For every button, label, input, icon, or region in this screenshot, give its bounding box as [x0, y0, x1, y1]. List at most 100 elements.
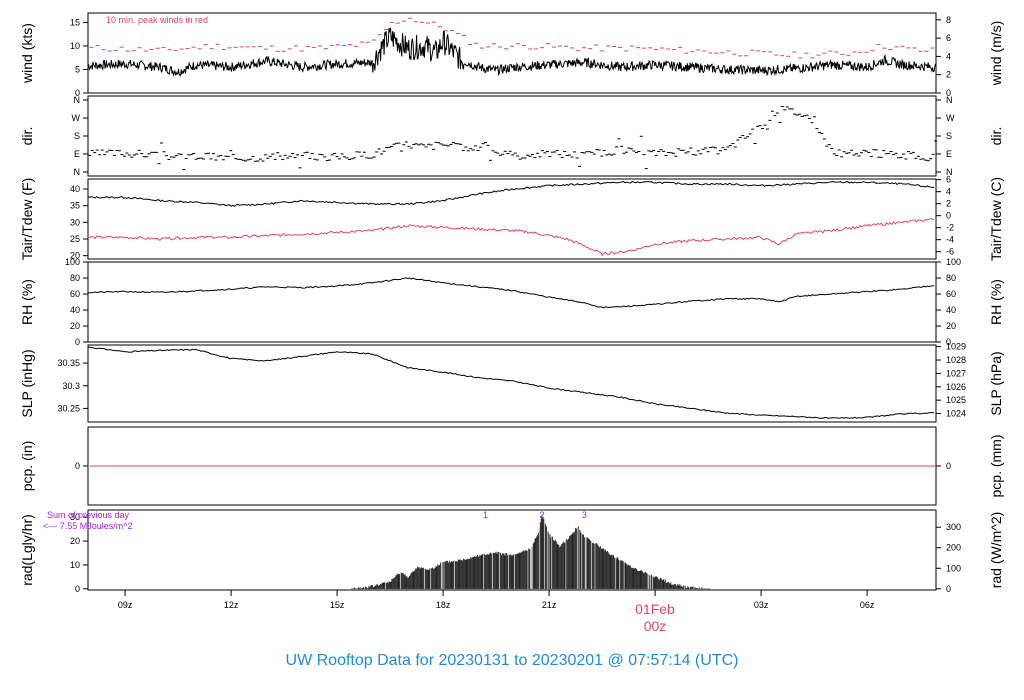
wind-ytick-label-right: 2 — [946, 70, 951, 80]
temp-ytick-label-right: 4 — [946, 187, 951, 197]
dir-ytick-label-right: S — [946, 131, 952, 141]
rh-ytick-label-right: 100 — [946, 257, 961, 267]
date-marker-hour: 00z — [644, 618, 667, 634]
dir-ytick-label-left: W — [72, 113, 81, 123]
air-temperature-line — [87, 180, 935, 207]
time-tick-label: 18z — [436, 600, 451, 610]
rh-ytick-label-left: 60 — [70, 289, 80, 299]
rh-ytick-label-left: 0 — [75, 337, 80, 347]
slp-ytick-label-right: 1025 — [946, 395, 966, 405]
panel-wind: wind (kts) wind (m/s) 0 5 10 15 0 2 4 6 8 10 min. p… — [19, 12, 1004, 98]
pcp-ylabel-right: pcp. (mm) — [988, 435, 1004, 498]
dir-ytick-label-left: E — [74, 149, 80, 159]
pcp-ylabel-left: pcp. (in) — [19, 441, 35, 492]
wind-ytick-label-left: 15 — [70, 17, 80, 27]
rh-ytick-label-left: 40 — [70, 305, 80, 315]
wind-annotation: 10 min. peak winds in red — [106, 15, 208, 25]
temp-ytick-label-left: 25 — [70, 234, 80, 244]
time-tick-label: 06z — [860, 600, 875, 610]
date-marker-day: 01Feb — [635, 601, 675, 617]
wind-ytick-label-left: 10 — [70, 41, 80, 51]
rad-ytick-label-right: 0 — [946, 584, 951, 594]
time-tick-label: 03z — [754, 600, 769, 610]
panel-temp: Tair/Tdew (F) Tair/Tdew (C)2025303540-6-4… — [19, 175, 1004, 261]
wind-ylabel-left: wind (kts) — [19, 23, 35, 84]
radiation-sum-value: <--- 7.55 MJoules/m^2 — [43, 521, 133, 531]
rad-ylabel-left: rad(Lgly/hr) — [19, 514, 35, 586]
wind-ylabel-right: wind (m/s) — [988, 21, 1004, 87]
rad-ytick-label-left: 10 — [70, 560, 80, 570]
pcp-ytick-label-left: 0 — [75, 461, 80, 471]
rad-ytick-label-left: 30 — [70, 512, 80, 522]
radiation-marker-2: 2 — [540, 510, 545, 520]
rh-ytick-label-left: 80 — [70, 273, 80, 283]
dir-frame — [87, 95, 937, 177]
dir-ytick-label-right: N — [946, 95, 953, 105]
temp-ytick-label-right: -2 — [946, 223, 954, 233]
panel-slp: SLP (inHg) SLP (hPa) 30.25 30.3 30.35 1024 102… — [19, 342, 1004, 423]
slp-ytick-label-right: 1027 — [946, 368, 966, 378]
slp-ylabel-right: SLP (hPa) — [988, 351, 1004, 415]
temp-ytick-label-left: 20 — [70, 251, 80, 261]
dir-ytick-label-left: N — [74, 95, 81, 105]
rh-frame — [87, 261, 937, 343]
temp-ytick-label-right: -6 — [946, 247, 954, 257]
slp-ytick-label-left: 30.25 — [57, 403, 80, 413]
radiation-sum-label: Sum of previous day — [47, 510, 130, 520]
temp-ylabel-right: Tair/Tdew (C) — [988, 177, 1004, 261]
rh-ytick-label-right: 40 — [946, 305, 956, 315]
slp-ytick-label-left: 30.35 — [57, 358, 80, 368]
temp-frame — [87, 178, 937, 260]
dir-ytick-label-left: S — [74, 131, 80, 141]
radiation-marker-1: 1 — [483, 510, 488, 520]
dir-ytick-label-right: E — [946, 149, 952, 159]
pcp-ytick-label-right: 0 — [946, 461, 951, 471]
wind-frame — [87, 12, 937, 94]
dir-ylabel-left: dir. — [19, 127, 35, 146]
rad-frame — [87, 509, 937, 591]
slp-ytick-label-right: 1026 — [946, 382, 966, 392]
time-tick-label: 09z — [118, 600, 133, 610]
time-tick-label: 15z — [330, 600, 345, 610]
temp-ytick-label-left: 40 — [70, 184, 80, 194]
temp-ytick-label-right: 2 — [946, 199, 951, 209]
temp-ylabel-left: Tair/Tdew (F) — [19, 178, 35, 260]
time-axis: 09z 12z 15z 18z 21z 03z 06z — [118, 590, 875, 610]
radiation-marker-3: 3 — [582, 510, 587, 520]
pressure-line — [87, 346, 935, 419]
dir-ytick-label-right: N — [946, 167, 953, 177]
temp-ytick-label-right: 6 — [946, 175, 951, 185]
rh-ytick-label-right: 60 — [946, 289, 956, 299]
humidity-line — [87, 277, 935, 309]
wind-ytick-label-left: 5 — [75, 64, 80, 74]
rh-ytick-label-right: 0 — [946, 337, 951, 347]
temp-ytick-label-left: 30 — [70, 217, 80, 227]
slp-ytick-label-right: 1029 — [946, 342, 966, 352]
dir-ylabel-right: dir. — [988, 127, 1004, 146]
footer-title: UW Rooftop Data for 20230131 to 20230201… — [286, 652, 739, 669]
wind-ytick-label-right: 8 — [946, 15, 951, 25]
time-tick-label: 21z — [542, 600, 557, 610]
wind-speed-line — [87, 27, 937, 78]
slp-ytick-label-right: 1024 — [946, 409, 966, 419]
dir-ytick-label-right: W — [946, 113, 955, 123]
rh-ylabel-right: RH (%) — [988, 279, 1004, 325]
temp-ytick-label-right: -4 — [946, 235, 954, 245]
wind-ytick-label-right: 6 — [946, 33, 951, 43]
rh-ytick-label-right: 80 — [946, 273, 956, 283]
temp-ytick-label-right: 0 — [946, 211, 951, 221]
slp-frame — [87, 344, 937, 423]
rad-ytick-label-right: 200 — [946, 543, 961, 553]
slp-ytick-label-right: 1028 — [946, 355, 966, 365]
wind-ytick-label-right: 0 — [946, 88, 951, 98]
wind-ytick-label-right: 4 — [946, 51, 951, 61]
temp-ytick-label-left: 35 — [70, 201, 80, 211]
rad-ytick-label-right: 100 — [946, 563, 961, 573]
rad-ytick-label-left: 0 — [75, 584, 80, 594]
rad-ytick-label-left: 20 — [70, 536, 80, 546]
rad-ytick-label-right: 300 — [946, 522, 961, 532]
rh-ytick-label-left: 20 — [70, 321, 80, 331]
panel-rad: rad(Lgly/hr) rad (W/m^2)01020300100200300… — [19, 509, 1004, 594]
rh-ylabel-left: RH (%) — [19, 279, 35, 325]
